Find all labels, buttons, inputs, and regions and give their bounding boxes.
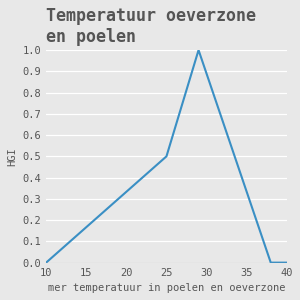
Y-axis label: HGI: HGI	[7, 147, 17, 166]
Text: Temperatuur oeverzone
en poelen: Temperatuur oeverzone en poelen	[46, 7, 256, 46]
X-axis label: mer temperatuur in poelen en oeverzone: mer temperatuur in poelen en oeverzone	[48, 283, 285, 293]
